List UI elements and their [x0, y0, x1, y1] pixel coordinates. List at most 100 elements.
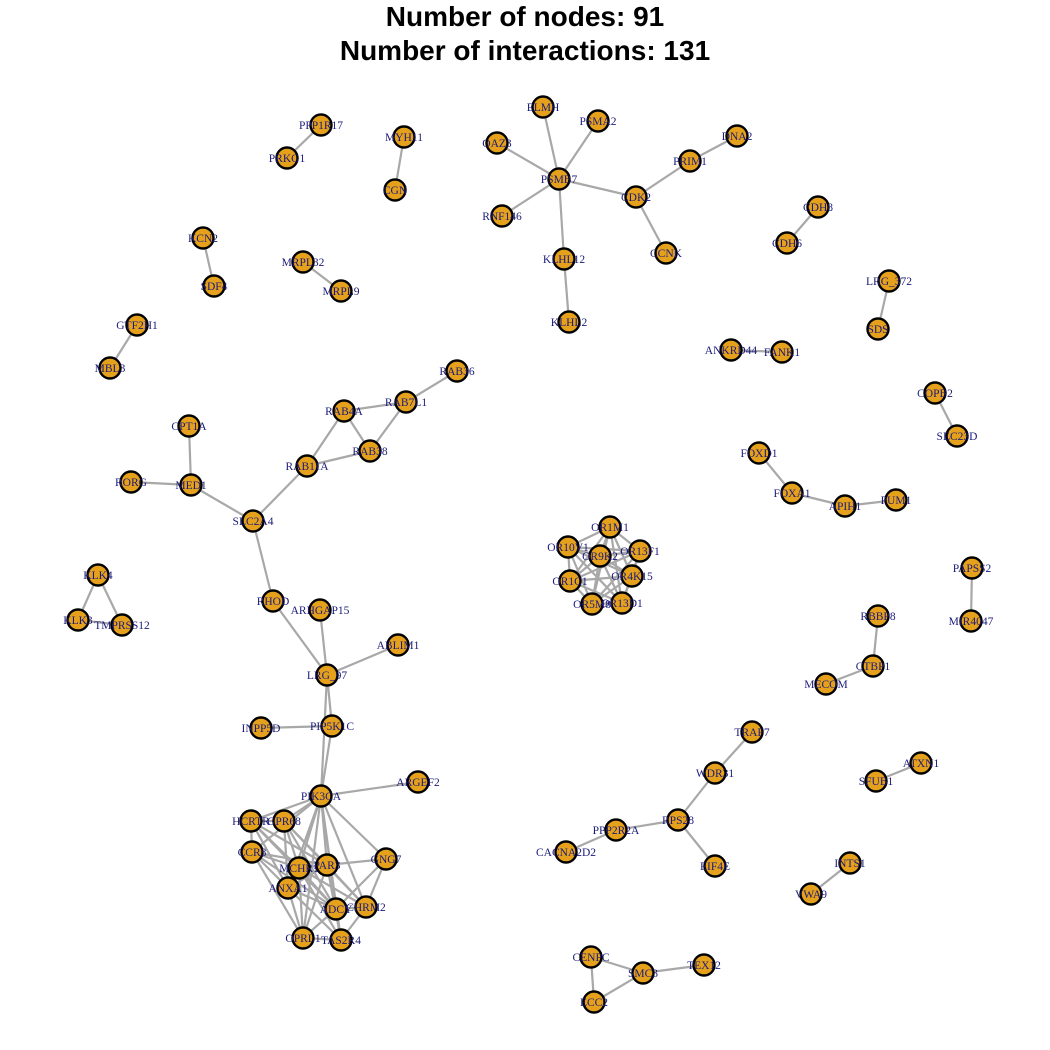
node-label: MYH11: [385, 132, 423, 144]
node-or13f1: OR13F1: [620, 539, 660, 563]
node-rab4a: RAB4A: [325, 399, 364, 423]
node-circle: [86, 563, 110, 587]
node-label: LRG_372: [866, 276, 912, 288]
node-circle: [291, 250, 315, 274]
node-or1c1: OR1C1: [552, 569, 588, 593]
node-label: KLK4: [83, 570, 113, 582]
title-nodes-line: Number of nodes: 91: [385, 1, 665, 32]
node-label: GTF2H1: [116, 320, 158, 332]
node-psma2: PSMA2: [579, 109, 617, 133]
node-circle: [556, 535, 580, 559]
node-rab38: RAB38: [352, 439, 388, 463]
node-elmh: ELMH: [527, 95, 559, 119]
chart-title: Number of nodes: 91 Number of interactio…: [0, 0, 1050, 68]
node-label: CENPC: [572, 952, 609, 964]
node-wdr31: WDR31: [696, 761, 734, 785]
node-label: SMC3: [628, 968, 658, 980]
node-prim1: PRIM1: [673, 149, 707, 173]
node-label: ANXA1: [269, 883, 308, 895]
node-oprl1: OPRL1: [285, 926, 321, 950]
node-label: OAZ3: [482, 138, 512, 150]
node-label: PRKG1: [269, 153, 306, 165]
node-lrg-97: LRG_97: [307, 663, 347, 687]
node-apih1: APIH1: [829, 494, 862, 518]
node-label: FOXD1: [740, 448, 777, 460]
edge-ablim1-lrg-97: [326, 643, 399, 677]
edge-med1-slc2a4: [190, 484, 254, 522]
node-gng7: GNG7: [371, 847, 402, 871]
node-circle: [406, 770, 430, 794]
node-label: COPB2: [917, 388, 953, 400]
node-circle: [877, 269, 901, 293]
node-pip5k1c: PIP5K1C: [310, 714, 354, 738]
node-anxa1: ANXA1: [269, 876, 308, 900]
node-rab7l1: RAB7L1: [385, 390, 427, 414]
node-circle: [833, 494, 857, 518]
node-circle: [945, 424, 969, 448]
node-par3: PAR3: [313, 853, 341, 877]
node-circle: [320, 714, 344, 738]
edge-par3-oprl1: [301, 864, 329, 939]
node-label: PUM1: [881, 495, 912, 507]
title-interactions-line: Number of interactions: 131: [339, 35, 711, 66]
node-label: PAR3: [313, 860, 340, 872]
node-kcn2: KCN2: [188, 226, 218, 250]
node-slc2a4: SLC2A4: [233, 509, 274, 533]
node-circle: [703, 761, 727, 785]
node-sfub1: SFUB1: [859, 769, 894, 793]
node-label: RAB7L1: [385, 397, 427, 409]
node-label: ABLIM1: [377, 640, 420, 652]
node-circle: [654, 241, 678, 265]
node-sec23d: SEC23D: [937, 424, 977, 448]
node-rab11a: RAB11A: [285, 454, 329, 478]
node-ecc2: ECC2: [580, 990, 608, 1014]
node-label: OR5M8: [573, 599, 611, 611]
node-circle: [202, 274, 226, 298]
node-label: KCN2: [188, 233, 218, 245]
node-circle: [588, 544, 612, 568]
node-circle: [909, 751, 933, 775]
node-circle: [315, 663, 339, 687]
node-circle: [445, 359, 469, 383]
node-label: KLHL12: [543, 254, 585, 266]
node-circle: [747, 441, 771, 465]
node-circle: [272, 809, 296, 833]
node-label: PIP5K1C: [310, 721, 354, 733]
node-label: HCRTR: [232, 816, 270, 828]
node-label: CGN: [383, 185, 408, 197]
node-label: RPS28: [662, 815, 694, 827]
node-circle: [485, 131, 509, 155]
edge-hcrtr-par3: [250, 820, 328, 866]
node-circle: [239, 809, 263, 833]
node-label: OR1C1: [552, 576, 587, 588]
node-label: CACNA2D2: [536, 847, 596, 859]
node-or4k15: OR4K15: [611, 564, 653, 588]
node-label: OR13D1: [601, 598, 643, 610]
node-label: SDF4: [201, 281, 228, 293]
node-vwa9: VWA9: [795, 882, 827, 906]
node-circle: [620, 564, 644, 588]
node-circle: [866, 317, 890, 341]
node-label: RAB4A: [325, 406, 363, 418]
edge-oaz3-psmb7: [496, 142, 560, 180]
node-circle: [775, 231, 799, 255]
edge-pik3ca-gng7: [320, 795, 387, 860]
edge-pip5k1c-pik3ca: [319, 725, 334, 797]
node-cdh8: CDH8: [803, 195, 833, 219]
node-label: SFUB1: [859, 776, 894, 788]
node-label: MCHR1: [279, 863, 319, 875]
node-label: OR13F1: [620, 546, 660, 558]
node-label: TMPRSS12: [94, 620, 150, 632]
node-cacna2d2: CACNA2D2: [536, 840, 596, 864]
node-myh11: MYH11: [385, 125, 423, 149]
node-label: CDH8: [803, 202, 833, 214]
node-label: TEX12: [687, 960, 721, 972]
node-circle: [119, 470, 143, 494]
node-label: PPP1R17: [299, 120, 343, 132]
node-circle: [740, 720, 764, 744]
node-lrg-372: LRG_372: [866, 269, 912, 293]
node-circle: [392, 125, 416, 149]
node-circle: [770, 340, 794, 364]
node-label: PPP2R2A: [593, 825, 640, 837]
